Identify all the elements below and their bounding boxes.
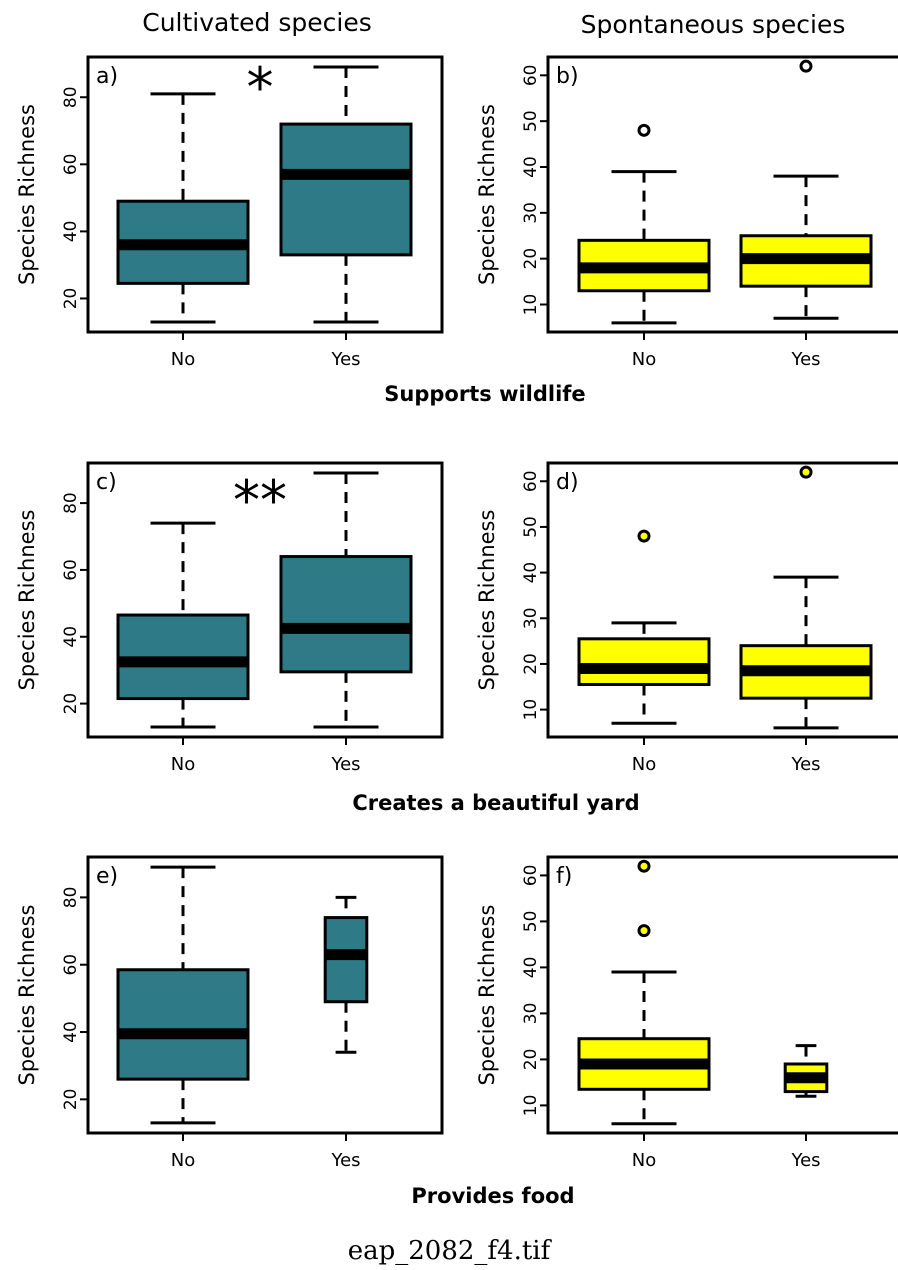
y-tick-label: 10 (521, 294, 541, 316)
x-category-label: Yes (790, 349, 820, 370)
outlier-point (637, 924, 651, 938)
x-category-label: No (171, 754, 195, 775)
plot-frame (546, 855, 898, 1135)
y-tick-label: 40 (521, 957, 541, 979)
y-tick-label: 30 (521, 1003, 541, 1025)
x-category-label: No (632, 1150, 656, 1171)
y-tick-label: 20 (61, 288, 81, 310)
x-category-label: No (632, 754, 656, 775)
box-yes: Yes (323, 895, 369, 1171)
iqr-box (116, 968, 250, 1081)
panel-label: b) (556, 64, 579, 89)
box-no: No (577, 859, 711, 1171)
box-no: No (577, 123, 711, 370)
y-tick-label: 10 (521, 1095, 541, 1117)
y-tick-label: 40 (521, 156, 541, 178)
outlier-point (799, 465, 813, 479)
y-tick-label: 60 (521, 865, 541, 887)
panel-label: d) (556, 470, 579, 495)
box-yes: Yes (279, 65, 413, 370)
x-category-label: Yes (330, 754, 360, 775)
box-no: No (577, 529, 711, 775)
x-category-label: Yes (790, 754, 820, 775)
y-tick-label: 60 (61, 559, 81, 581)
row-label-provides-food: Provides food (411, 1184, 574, 1208)
x-category-label: Yes (790, 1150, 820, 1171)
x-category-label: No (171, 1150, 195, 1171)
x-category-label: No (632, 349, 656, 370)
y-tick-label: 20 (521, 653, 541, 675)
box-yes: Yes (783, 1044, 829, 1171)
y-axis-label: Species Richness (15, 510, 39, 691)
y-tick-label: 80 (61, 86, 81, 108)
y-tick-label: 20 (61, 693, 81, 715)
plot-frame (86, 461, 444, 739)
panel-e: 20 40 60 80 Species Richness e) No Yes (15, 855, 444, 1171)
significance-marker: ** (233, 469, 287, 532)
row-label-beautiful-yard: Creates a beautiful yard (352, 791, 639, 815)
y-tick-label: 10 (521, 699, 541, 721)
box-no: No (116, 521, 250, 775)
y-tick-label: 30 (521, 607, 541, 629)
panel-f: 10 20 30 40 50 60 Species Richness f) No Yes (475, 855, 898, 1171)
y-tick-label: 50 (521, 516, 541, 538)
significance-marker: * (247, 56, 274, 119)
plot-frame (546, 55, 898, 334)
y-tick-label: 40 (521, 562, 541, 584)
panel-a: 20 40 60 80 Species Richness a) * No Yes (15, 55, 444, 370)
y-axis-label: Species Richness (15, 905, 39, 1086)
row-label-supports-wildlife: Supports wildlife (384, 382, 585, 406)
outlier-point (637, 123, 651, 137)
y-tick-label: 40 (61, 221, 81, 243)
panel-b: 10 20 30 40 50 60 Species Richness b) No Yes (475, 55, 898, 370)
y-tick-label: 80 (61, 887, 81, 909)
y-axis-label: Species Richness (475, 104, 499, 285)
box-yes: Yes (279, 471, 413, 775)
box-yes: Yes (739, 465, 873, 775)
y-axis-label: Species Richness (15, 104, 39, 285)
y-tick-label: 30 (521, 202, 541, 224)
y-tick-label: 60 (61, 954, 81, 976)
panel-d: 10 20 30 40 50 60 Species Richness d) No Yes (475, 461, 898, 775)
x-category-label: Yes (330, 1150, 360, 1171)
y-axis-label: Species Richness (475, 905, 499, 1086)
outlier-point (637, 859, 651, 873)
column-title-cultivated: Cultivated species (142, 8, 371, 37)
panel-label: c) (96, 470, 117, 495)
plot-frame (86, 855, 444, 1135)
panel-label: f) (556, 864, 572, 889)
x-category-label: Yes (330, 349, 360, 370)
y-tick-label: 60 (521, 470, 541, 492)
y-tick-label: 40 (61, 1021, 81, 1043)
y-tick-label: 20 (521, 1049, 541, 1071)
plot-frame (546, 461, 898, 739)
panel-c: 20 40 60 80 Species Richness c) ** No Yes (15, 461, 444, 775)
panel-label: e) (96, 864, 118, 889)
x-category-label: No (171, 349, 195, 370)
y-tick-label: 40 (61, 626, 81, 648)
column-title-spontaneous: Spontaneous species (581, 10, 846, 39)
iqr-box (279, 122, 413, 257)
y-axis-label: Species Richness (475, 510, 499, 691)
iqr-box (577, 637, 711, 686)
box-no: No (116, 92, 250, 370)
y-tick-label: 20 (521, 248, 541, 270)
y-tick-label: 80 (61, 492, 81, 514)
iqr-box (279, 555, 413, 674)
y-tick-label: 50 (521, 110, 541, 132)
outlier-point (637, 529, 651, 543)
box-yes: Yes (739, 59, 873, 370)
plot-frame (86, 55, 444, 334)
y-tick-label: 60 (61, 153, 81, 175)
file-name: eap_2082_f4.tif (348, 1236, 553, 1266)
panels: 20 40 60 80 Species Richness a) * No Yes 10 20 30 40… (15, 55, 898, 1171)
panel-label: a) (96, 64, 118, 89)
outlier-point (799, 59, 813, 73)
y-tick-label: 60 (521, 65, 541, 87)
box-no: No (116, 865, 250, 1171)
y-tick-label: 20 (61, 1089, 81, 1111)
y-tick-label: 50 (521, 911, 541, 933)
